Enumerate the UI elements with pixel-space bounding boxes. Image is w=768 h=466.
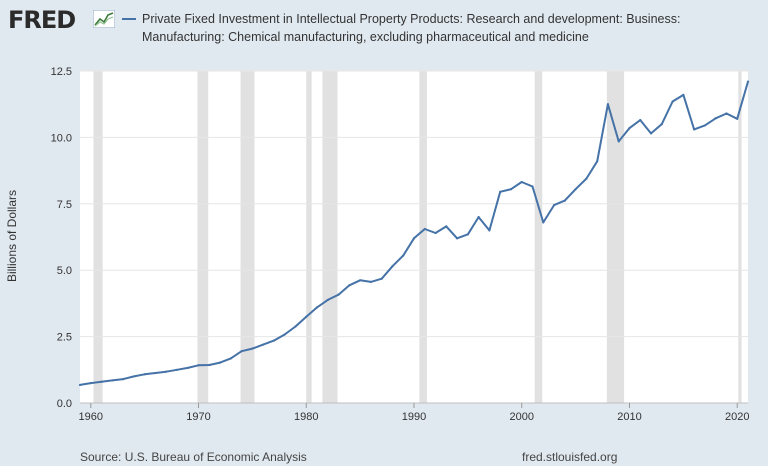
data-point <box>649 132 653 135</box>
data-point <box>186 366 189 370</box>
chart-header: FRED Private Fixed Investment in Intelle… <box>0 0 768 60</box>
data-point <box>542 221 545 224</box>
data-point <box>693 128 696 131</box>
data-point <box>251 347 254 350</box>
x-tick-label: 2020 <box>725 411 749 423</box>
data-point <box>423 227 426 231</box>
y-tick-label: 2.5 <box>57 332 72 344</box>
y-tick-label: 12.5 <box>51 66 72 78</box>
data-point <box>380 277 383 280</box>
x-tick-label: 1990 <box>402 411 426 423</box>
data-point <box>736 117 739 120</box>
data-point <box>348 284 351 287</box>
data-point <box>175 368 179 371</box>
data-point <box>574 188 577 191</box>
x-tick-labels: 1960 1970 1980 1990 2000 2010 2020 <box>79 403 749 423</box>
recession-bands <box>93 71 742 403</box>
x-tick-label: 2010 <box>617 411 641 423</box>
x-tick-label: 2000 <box>509 411 533 423</box>
data-point <box>455 237 459 240</box>
data-point <box>434 231 437 235</box>
data-point <box>337 293 340 296</box>
data-point <box>305 315 308 318</box>
recession-band <box>606 71 625 403</box>
data-point <box>499 190 502 193</box>
recession-band <box>322 71 338 403</box>
data-point <box>714 117 717 120</box>
y-tick-label: 0.0 <box>57 398 72 410</box>
fred-chart-icon <box>93 10 115 28</box>
data-point <box>552 204 556 207</box>
recession-band <box>197 71 209 403</box>
data-point <box>272 339 276 342</box>
data-point <box>628 127 631 130</box>
data-point <box>154 371 157 375</box>
data-point <box>746 80 750 83</box>
x-tick-label: 1970 <box>186 411 210 423</box>
data-point <box>283 333 286 336</box>
data-point <box>531 185 534 188</box>
data-point <box>703 124 707 127</box>
recession-band <box>534 71 543 403</box>
data-point <box>78 383 82 387</box>
data-point <box>132 375 135 378</box>
data-point <box>563 199 566 202</box>
series-layer <box>78 80 750 387</box>
data-point <box>488 229 491 232</box>
data-point <box>218 361 222 364</box>
data-point <box>412 237 416 240</box>
y-tick-labels: 0.0 2.5 5.0 7.5 10.0 12.5 <box>51 66 72 410</box>
data-point <box>466 233 469 236</box>
data-point <box>402 254 405 257</box>
data-point <box>121 377 125 381</box>
source-note: Source: U.S. Bureau of Economic Analysis <box>80 450 307 464</box>
data-point <box>477 215 480 219</box>
data-point <box>89 381 92 385</box>
data-point <box>294 325 297 328</box>
data-point <box>100 380 103 383</box>
data-point <box>369 280 373 283</box>
data-point <box>262 343 265 346</box>
recession-band <box>306 71 312 403</box>
data-point <box>671 100 674 103</box>
data-point <box>315 306 319 309</box>
data-point <box>606 103 610 106</box>
data-point <box>617 140 620 143</box>
data-point <box>240 350 243 353</box>
data-point <box>391 265 394 268</box>
data-point <box>682 93 685 97</box>
x-tick-label: 1980 <box>294 411 318 423</box>
x-tick-label: 1960 <box>79 411 103 423</box>
site-link[interactable]: fred.stlouisfed.org <box>522 450 618 464</box>
data-point <box>143 373 146 376</box>
y-tick-label: 5.0 <box>57 265 72 277</box>
fred-logo: FRED <box>8 6 76 34</box>
data-point <box>520 180 523 184</box>
recession-band <box>240 71 255 403</box>
recession-band <box>738 71 742 403</box>
data-point <box>639 119 642 122</box>
data-point <box>660 123 663 126</box>
data-point <box>197 364 200 367</box>
legend-label: Private Fixed Investment in Intellectual… <box>142 12 681 44</box>
data-point <box>111 379 114 382</box>
data-point <box>585 177 588 180</box>
data-point <box>359 279 362 282</box>
y-tick-label: 7.5 <box>57 199 72 211</box>
recession-band <box>93 71 103 403</box>
data-point <box>725 112 728 115</box>
data-point <box>165 370 168 373</box>
data-point <box>208 363 211 367</box>
legend-swatch <box>122 18 136 20</box>
data-point <box>509 188 513 191</box>
data-point <box>596 160 599 163</box>
grid-lines <box>80 70 748 404</box>
y-tick-label: 10.0 <box>51 132 72 144</box>
recession-band <box>419 71 427 403</box>
data-point <box>229 357 232 360</box>
data-point <box>445 225 448 228</box>
data-point <box>326 298 329 302</box>
